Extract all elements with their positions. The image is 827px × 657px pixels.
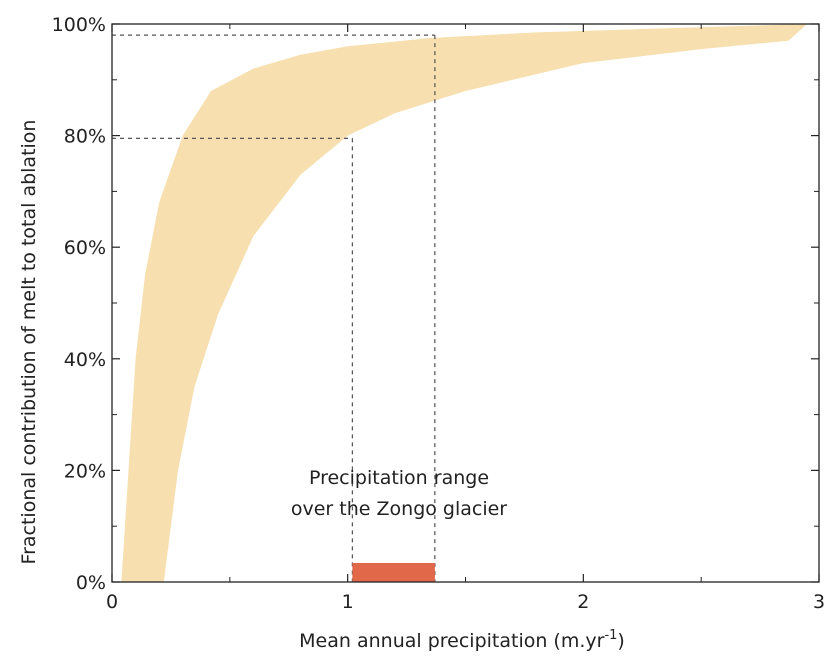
melt-fraction-band — [121, 24, 808, 582]
x-tick-label: 2 — [577, 591, 589, 613]
y-tick-label: 20% — [64, 460, 106, 482]
x-axis-title-superscript: -1 — [604, 628, 617, 643]
x-axis-title-tail: ) — [617, 630, 624, 652]
y-tick-label: 60% — [64, 237, 106, 259]
x-tick-label: 0 — [106, 591, 118, 613]
x-tick-label: 3 — [813, 591, 825, 613]
x-axis-title-main: Mean annual precipitation (m.yr — [299, 630, 604, 652]
x-tick-label: 1 — [342, 591, 354, 613]
range-layer — [352, 563, 435, 582]
tick-labels: 0% 20% 40% 60% 80% 100% 0 1 2 3 — [52, 14, 825, 613]
y-tick-label: 80% — [64, 126, 106, 148]
annotation-line-2: over the Zongo glacier — [291, 498, 507, 520]
tick-marks — [111, 23, 820, 583]
y-tick-label: 100% — [52, 14, 106, 36]
y-tick-label: 0% — [76, 572, 106, 594]
band-layer — [121, 24, 808, 582]
guide-lines — [112, 34, 436, 582]
y-axis-title: Fractional contribution of melt to total… — [18, 120, 40, 565]
x-axis-title: Mean annual precipitation (m.yr-1) — [299, 628, 625, 652]
annotation-line-1: Precipitation range — [309, 467, 489, 489]
precipitation-range-bar — [352, 563, 435, 582]
y-tick-label: 40% — [64, 349, 106, 371]
